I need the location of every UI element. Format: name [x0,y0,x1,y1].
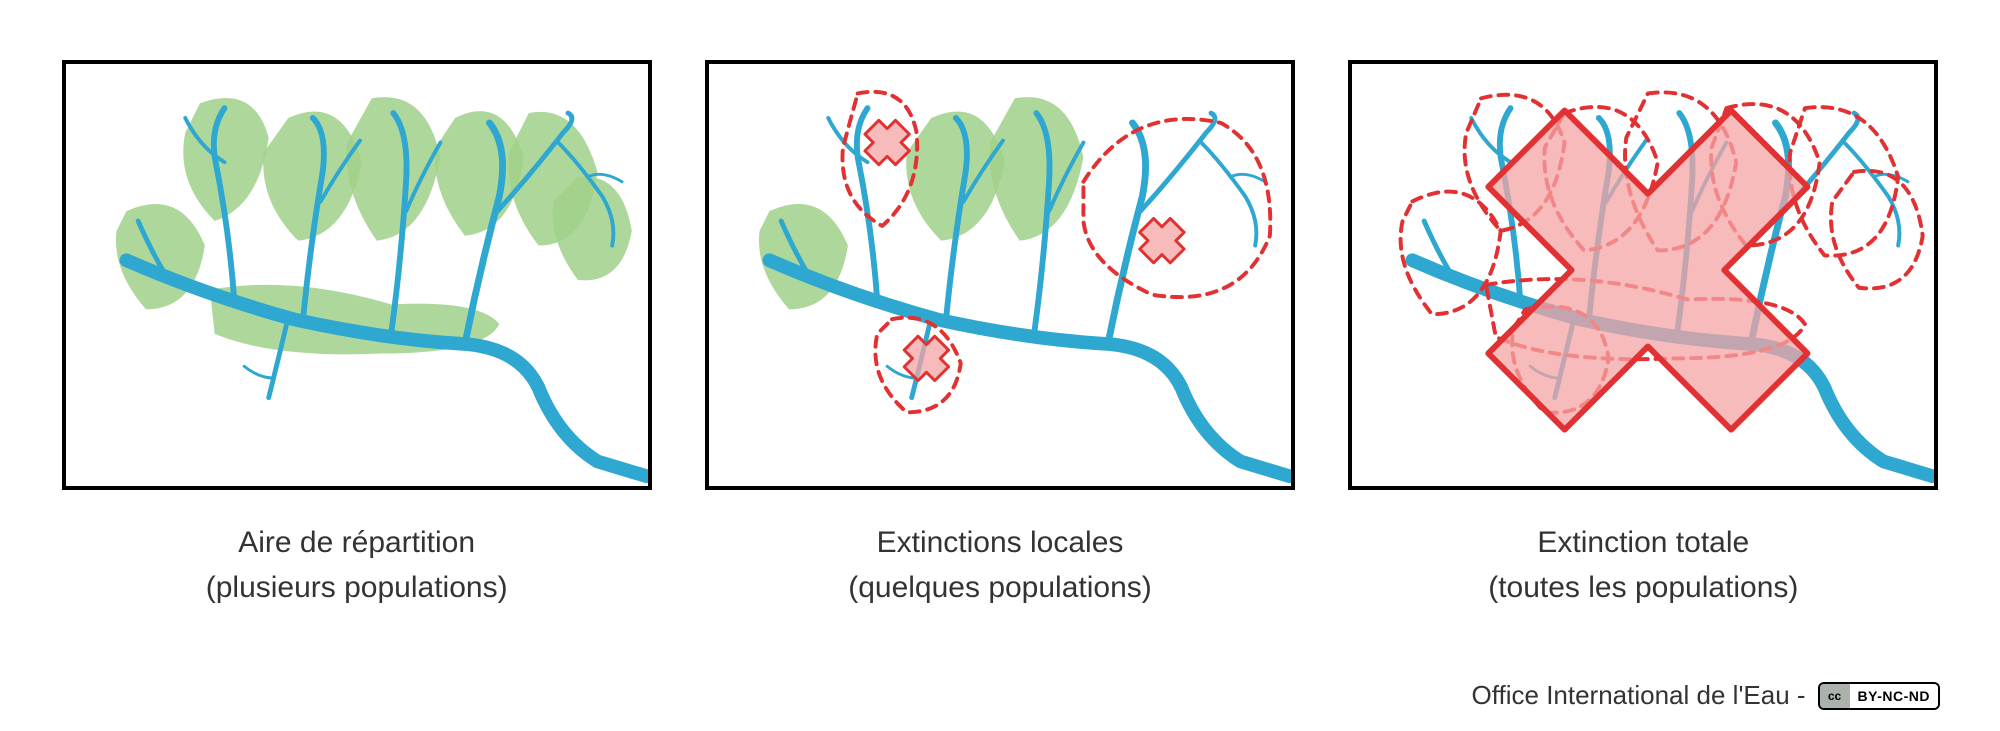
cc-badge-icon: cc BY-NC-ND [1818,682,1940,710]
panel-1-caption: Aire de répartition (plusieurs populatio… [206,520,508,610]
panel-3-caption-line1: Extinction totale [1488,520,1798,565]
panel-1-wrap: Aire de répartition (plusieurs populatio… [60,60,653,610]
panel-3 [1348,60,1938,490]
cc-logo-icon: cc [1820,684,1850,708]
cc-license-text: BY-NC-ND [1850,684,1938,708]
panel-3-caption: Extinction totale (toutes les population… [1488,520,1798,610]
panel-3-svg [1352,64,1934,486]
panel-1 [62,60,652,490]
attribution: Office International de l'Eau - cc BY-NC… [1472,680,1940,711]
attribution-text: Office International de l'Eau - [1472,680,1806,711]
panel-3-wrap: Extinction totale (toutes les population… [1347,60,1940,610]
panel-1-svg [66,64,648,486]
panel-1-caption-line2: (plusieurs populations) [206,565,508,610]
panel-2-caption-line2: (quelques populations) [848,565,1152,610]
panels-row: Aire de répartition (plusieurs populatio… [0,0,2000,610]
panel-3-caption-line2: (toutes les populations) [1488,565,1798,610]
panel-2-svg [709,64,1291,486]
panel-2-caption: Extinctions locales (quelques population… [848,520,1152,610]
panel-2-wrap: Extinctions locales (quelques population… [703,60,1296,610]
panel-2-caption-line1: Extinctions locales [848,520,1152,565]
panel-1-caption-line1: Aire de répartition [206,520,508,565]
panel-2 [705,60,1295,490]
